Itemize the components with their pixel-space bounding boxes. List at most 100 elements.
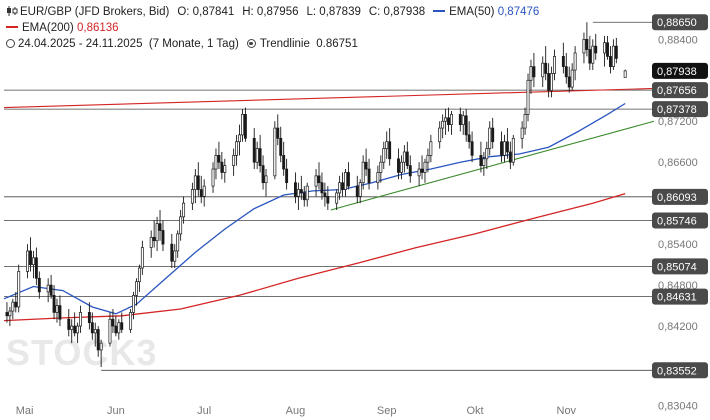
candle-body-137: [567, 76, 571, 88]
candle-body-141: [585, 38, 589, 50]
candle-body-87: [361, 161, 365, 184]
candle-body-27: [114, 325, 118, 334]
candle-body-48: [199, 189, 203, 197]
candle-body-120: [500, 141, 503, 156]
candle-body-65: [273, 127, 277, 177]
candle-body-116: [482, 158, 486, 166]
candle-body-124: [511, 137, 515, 163]
candle-body-133: [550, 73, 554, 91]
candle-body-81: [338, 182, 342, 194]
candle-body-45: [190, 189, 194, 204]
candle-body-3: [14, 301, 18, 308]
candle-body-4: [17, 271, 21, 308]
candle-body-2: [11, 301, 15, 312]
candle-body-63: [261, 165, 265, 184]
candle-body-53: [220, 161, 224, 173]
candle-body-144: [594, 45, 598, 54]
level-label-box-5: [652, 212, 708, 229]
candle-body-60: [252, 137, 256, 163]
x-tick-label-1: Jun: [107, 405, 125, 417]
candle-body-56: [235, 141, 239, 156]
level-label-box-4: [652, 188, 708, 205]
candle-body-78: [323, 192, 327, 197]
candle-body-85: [355, 185, 359, 197]
x-tick-label-0: Mai: [16, 405, 34, 417]
candle-body-15: [67, 318, 71, 330]
level-label-box-2: [652, 82, 708, 99]
candle-body-83: [344, 172, 347, 190]
candle-body-19: [79, 312, 82, 327]
clock-icon: [6, 39, 15, 48]
candle-body-0: [5, 312, 9, 317]
candle-body-46: [193, 175, 197, 190]
ema-line-0: [3, 102, 626, 315]
level-label-0: 0,88650: [657, 17, 697, 29]
candle-body-138: [570, 69, 574, 88]
legend-ema200-value: 0,86136: [76, 22, 119, 34]
x-tick-label-2: Jul: [197, 405, 211, 417]
candle-body-126: [523, 114, 527, 129]
candle-body-77: [320, 182, 324, 194]
candle-body-29: [120, 322, 124, 330]
legend-period: 24.04.2025 - 24.11.2025: [18, 38, 143, 50]
candle-body-136: [564, 66, 568, 78]
y-tick-label-1: 0,87200: [658, 116, 698, 128]
trendline-icon: [246, 39, 256, 48]
candle-body-74: [305, 185, 309, 201]
candle-body-23: [96, 329, 100, 351]
candle-body-57: [238, 134, 241, 143]
candle-body-130: [541, 62, 545, 78]
level-label-8: 0,83552: [657, 365, 697, 377]
candle-body-146: [606, 42, 609, 57]
y-tick-label-0: 0,88400: [658, 34, 698, 46]
candle-body-69: [285, 168, 289, 184]
candle-body-143: [591, 45, 595, 64]
candle-body-134: [553, 56, 556, 74]
candle-body-111: [461, 115, 465, 126]
candle-body-13: [55, 305, 59, 313]
legend-row-instrument: EUR/GBP (JFD Brokers, Bid) O: 0,87841 H: 0…: [6, 4, 539, 20]
level-label-box-8: [652, 362, 708, 379]
candle-body-82: [341, 182, 345, 190]
chart-legend: EUR/GBP (JFD Brokers, Bid) O: 0,87841 H: 0…: [6, 4, 539, 52]
legend-low: L: 0,87839: [306, 6, 361, 18]
candle-body-16: [70, 325, 74, 330]
candle-body-118: [488, 127, 492, 149]
candle-body-41: [173, 250, 177, 262]
candle-body-94: [388, 141, 392, 160]
level-label-3: 0,87378: [657, 104, 697, 116]
candle-body-80: [335, 192, 339, 204]
candle-body-115: [479, 155, 483, 166]
candle-body-86: [358, 182, 362, 197]
y-tick-label-6: 0,83040: [658, 400, 698, 412]
ema-line-1: [3, 192, 626, 322]
candle-body-38: [158, 223, 162, 231]
candle-body-9: [37, 277, 41, 293]
candlestick-icon: [6, 5, 18, 16]
candle-body-88: [364, 161, 368, 170]
candle-body-32: [135, 281, 138, 296]
legend-open: O: 0,87841: [177, 6, 235, 18]
candle-body-21: [90, 322, 94, 334]
candle-body-37: [155, 223, 159, 242]
level-label-4: 0,86093: [657, 192, 697, 204]
legend-ema50-value: 0,87476: [497, 6, 540, 18]
candle-body-17: [73, 325, 77, 334]
candle-body-26: [111, 318, 115, 327]
candle-body-40: [170, 243, 174, 262]
candle-body-96: [399, 161, 403, 173]
candle-body-105: [438, 127, 442, 143]
candle-body-1: [8, 310, 12, 317]
level-label-1: 0,87938: [657, 66, 697, 78]
level-label-box-6: [652, 258, 708, 275]
ema50-swatch: [433, 10, 446, 12]
candle-body-61: [255, 148, 259, 163]
candle-body-64: [264, 175, 268, 184]
candle-body-7: [31, 257, 35, 265]
candle-body-101: [420, 168, 424, 173]
candle-body-127: [526, 79, 530, 115]
candle-body-125: [520, 127, 524, 139]
candle-body-103: [426, 155, 430, 163]
candle-body-58: [241, 114, 244, 136]
